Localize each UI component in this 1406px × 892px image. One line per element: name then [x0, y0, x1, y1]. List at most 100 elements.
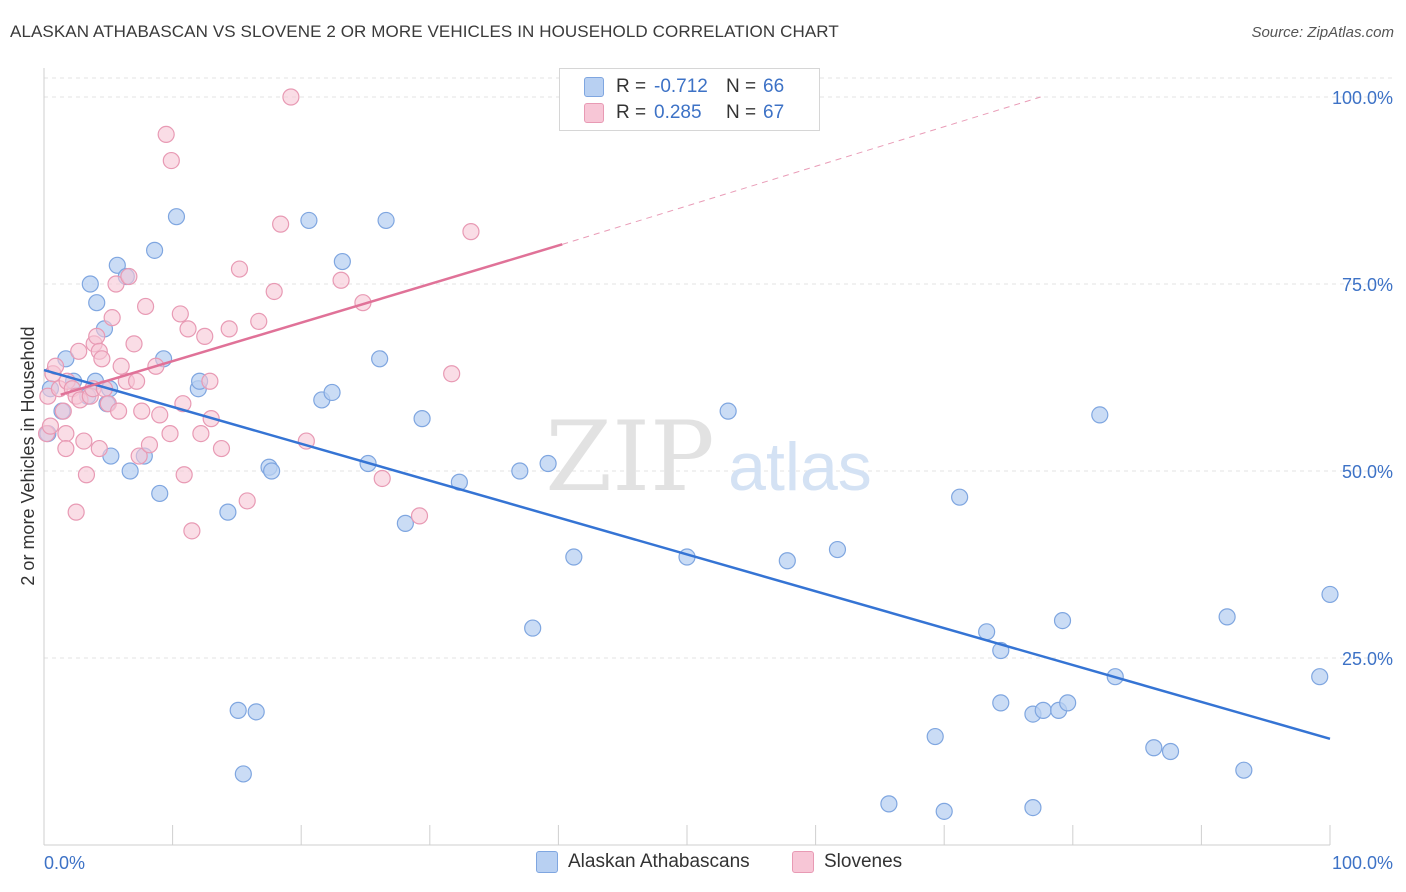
data-point-slovene [70, 342, 88, 360]
y-axis-title: 2 or more Vehicles in Household [18, 326, 38, 585]
data-point-athabascan [524, 619, 542, 637]
data-point-athabascan [1091, 406, 1109, 424]
data-point-athabascan [1311, 668, 1329, 686]
trend-layer [43, 96, 1331, 740]
data-point-slovene [220, 320, 238, 338]
data-point-slovene [462, 223, 480, 241]
data-point-slovene [120, 267, 138, 286]
data-point-slovene [90, 439, 108, 458]
data-point-athabascan [323, 383, 341, 402]
data-point-athabascan [151, 484, 169, 503]
data-point-slovene [282, 88, 300, 106]
data-point-slovene [332, 271, 350, 289]
series-legend-slovenes[interactable]: Slovenes [792, 851, 902, 873]
data-point-slovene [192, 425, 210, 443]
data-point-slovene [373, 469, 391, 488]
data-point-slovene [130, 447, 148, 465]
data-point-athabascan [121, 462, 139, 480]
data-point-slovene [67, 503, 85, 521]
data-point-athabascan [300, 211, 318, 230]
data-point-athabascan [1034, 701, 1052, 719]
data-point-athabascan [1321, 585, 1339, 604]
source-label: Source: ZipAtlas.com [1251, 24, 1394, 41]
series-slovenes [37, 88, 480, 540]
chart-title: ALASKAN ATHABASCAN VS SLOVENE 2 OR MORE … [10, 22, 839, 41]
data-point-athabascan [992, 694, 1010, 712]
data-point-slovene [88, 327, 106, 345]
legend-n-value: 67 [763, 102, 785, 123]
data-point-athabascan [81, 275, 99, 293]
data-point-slovene [157, 125, 175, 143]
data-point-slovene [179, 320, 197, 338]
legend-swatch-blue [536, 851, 558, 873]
data-point-slovene [125, 335, 143, 353]
data-point-slovene [41, 417, 60, 435]
data-point-slovene [183, 522, 201, 540]
data-point-slovene [201, 372, 219, 390]
data-point-slovene [109, 402, 128, 420]
data-point-slovene [57, 425, 75, 443]
data-point-slovene [162, 151, 180, 170]
watermark-atlas: atlas [728, 429, 872, 505]
data-point-athabascan [234, 765, 252, 783]
x-tick-label: 0.0% [44, 853, 85, 873]
data-point-athabascan [565, 548, 583, 566]
data-point-athabascan [1218, 608, 1236, 626]
data-point-slovene [161, 425, 179, 443]
series-legend-athabascans[interactable]: Alaskan Athabascans [536, 851, 750, 873]
legend-r-label: R = [616, 102, 647, 123]
data-point-athabascan [1053, 611, 1072, 630]
data-point-athabascan [229, 701, 247, 719]
data-point-slovene [272, 215, 290, 233]
legend-swatch-blue [584, 77, 604, 97]
data-point-athabascan [778, 552, 796, 570]
legend-swatch-pink [584, 103, 604, 123]
data-point-athabascan [88, 294, 106, 312]
data-point-slovene [265, 282, 283, 301]
data-point-slovene [54, 402, 72, 420]
data-point-athabascan [413, 410, 431, 428]
data-point-athabascan [511, 462, 529, 480]
data-point-slovene [133, 402, 151, 420]
y-tick-label: 75.0% [1342, 275, 1393, 295]
data-point-athabascan [1235, 761, 1253, 779]
data-point-slovene [57, 439, 75, 458]
legend-row-athabascans: R = -0.712 N = 66 [584, 75, 784, 99]
data-point-slovene [250, 312, 268, 330]
legend-n-value: 66 [763, 76, 785, 97]
data-point-athabascan [828, 540, 847, 559]
axis-layer: 25.0% 50.0% 75.0% 100.0% 0.0% 100.0% [43, 68, 1393, 873]
data-point-slovene [410, 507, 429, 525]
data-point-slovene [212, 439, 231, 458]
correlation-legend: R = -0.712 N = 66 R = 0.285 N = 67 [559, 68, 820, 131]
legend-n-label: N = [726, 102, 757, 123]
data-point-slovene [136, 297, 155, 316]
legend-r-value: -0.712 [654, 76, 708, 97]
data-point-slovene [175, 466, 193, 484]
legend-swatch-pink [792, 851, 814, 873]
data-point-slovene [112, 357, 130, 375]
grid-layer [44, 77, 1392, 659]
data-point-athabascan [1059, 694, 1077, 712]
x-tick-label: 100.0% [1332, 853, 1393, 873]
data-point-athabascan [935, 802, 953, 820]
y-tick-label: 25.0% [1342, 649, 1393, 669]
data-point-athabascan [371, 350, 389, 368]
trendline-athabascans [43, 368, 1331, 740]
data-point-slovene [75, 432, 93, 450]
data-point-athabascan [145, 241, 164, 259]
data-point-slovene [238, 492, 256, 510]
data-point-slovene [151, 406, 169, 424]
series-legend: Alaskan Athabascans Slovenes [0, 851, 1406, 877]
data-point-slovene [107, 275, 125, 293]
data-point-athabascan [539, 454, 557, 473]
series-legend-label: Slovenes [824, 851, 903, 872]
data-point-slovene [196, 327, 214, 345]
data-point-slovene [77, 466, 96, 484]
data-point-slovene [93, 350, 111, 368]
data-point-athabascan [263, 462, 281, 480]
data-point-slovene [443, 365, 461, 383]
trendline-slovenes [60, 243, 563, 396]
data-point-slovene [127, 372, 146, 390]
